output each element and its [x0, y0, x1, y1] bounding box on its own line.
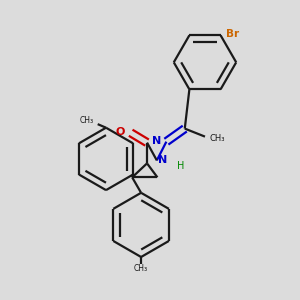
Text: H: H [177, 161, 185, 171]
Text: N: N [158, 155, 168, 165]
Text: Br: Br [226, 29, 239, 39]
Text: O: O [116, 127, 125, 137]
Text: CH₃: CH₃ [134, 263, 148, 272]
Text: N: N [152, 136, 161, 146]
Text: CH₃: CH₃ [80, 116, 94, 125]
Text: CH₃: CH₃ [209, 134, 225, 142]
